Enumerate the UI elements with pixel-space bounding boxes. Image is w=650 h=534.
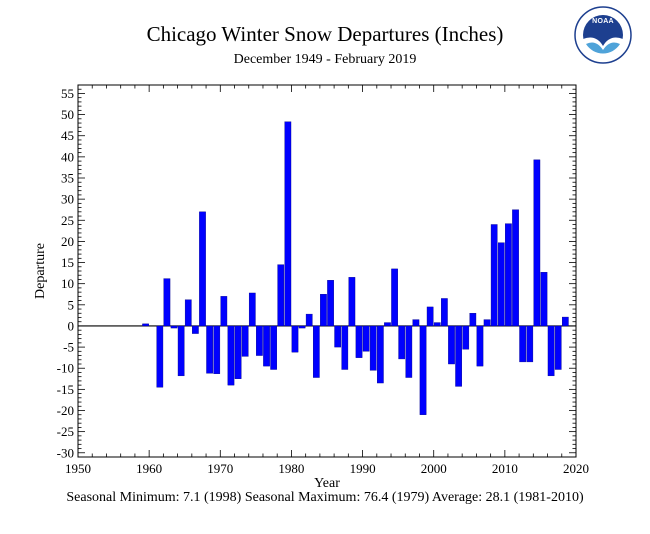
bar	[341, 325, 349, 370]
bar	[220, 296, 228, 327]
bar	[455, 325, 462, 387]
bar	[554, 325, 562, 370]
bar	[398, 325, 406, 360]
bar	[497, 242, 505, 327]
bar	[270, 325, 277, 370]
bar	[277, 264, 285, 327]
bar	[391, 268, 398, 327]
bar	[206, 325, 213, 374]
bar	[184, 299, 192, 327]
bar	[512, 209, 519, 327]
y-tick-label: -15	[57, 382, 74, 397]
bar	[298, 325, 306, 329]
x-tick-label: 2000	[421, 461, 447, 476]
bar	[476, 325, 484, 367]
y-tick-label: 25	[61, 213, 74, 228]
bar	[291, 325, 299, 353]
x-tick-label: 1980	[278, 461, 304, 476]
x-tick-label: 2020	[563, 461, 589, 476]
chart-title: Chicago Winter Snow Departures (Inches)	[146, 22, 504, 46]
bar	[284, 121, 292, 327]
y-tick-label: 0	[68, 318, 75, 333]
bar	[256, 325, 263, 356]
bar	[419, 325, 427, 415]
y-axis-label: Departure	[33, 243, 48, 299]
x-tick-label: 1950	[65, 461, 91, 476]
bar	[142, 323, 149, 327]
bar	[248, 292, 256, 327]
y-tick-label: -5	[63, 340, 74, 355]
y-tick-label: 15	[61, 255, 74, 270]
bar	[156, 325, 164, 388]
bar	[170, 325, 178, 329]
bar	[547, 325, 555, 377]
bar	[483, 319, 491, 327]
y-tick-label: 35	[61, 171, 74, 186]
bar	[462, 325, 470, 350]
y-tick-label: 50	[61, 107, 74, 122]
bar	[384, 322, 391, 327]
bar	[448, 325, 455, 365]
x-tick-label: 2010	[492, 461, 518, 476]
bar	[490, 224, 498, 327]
y-tick-label: -20	[57, 403, 74, 418]
x-tick-label: 1970	[207, 461, 233, 476]
bar	[561, 316, 569, 327]
bar	[227, 325, 235, 386]
y-tick-label: 45	[61, 128, 74, 143]
bar	[519, 325, 526, 363]
y-tick-label: -30	[57, 445, 74, 460]
y-tick-label: 20	[61, 234, 74, 249]
bar	[355, 325, 363, 358]
y-tick-label: 55	[61, 86, 74, 101]
bar	[348, 277, 356, 327]
bar	[405, 325, 413, 378]
y-tick-label: 10	[61, 276, 74, 291]
y-tick-label: 30	[61, 192, 74, 207]
bar	[533, 159, 541, 327]
bar	[234, 325, 242, 379]
x-tick-label: 1990	[350, 461, 376, 476]
bar	[334, 325, 342, 348]
chart-subtitle: December 1949 - February 2019	[233, 52, 417, 67]
y-tick-label: -10	[57, 361, 74, 376]
bar	[241, 325, 249, 357]
bar	[213, 325, 221, 374]
bar	[377, 325, 384, 384]
noaa-logo-text: NOAA	[592, 18, 614, 25]
bar	[163, 278, 171, 327]
noaa-logo-graphic	[574, 6, 632, 64]
bar	[320, 294, 327, 327]
bar	[526, 325, 534, 363]
bar	[426, 306, 434, 327]
bar	[369, 325, 377, 371]
bar	[412, 319, 420, 327]
y-tick-label: 40	[61, 149, 74, 164]
bar	[199, 211, 206, 327]
bar	[505, 223, 512, 327]
bar	[469, 313, 477, 327]
bar	[305, 313, 313, 327]
y-tick-label: -25	[57, 424, 74, 439]
chart-footer: Seasonal Minimum: 7.1 (1998) Seasonal Ma…	[66, 490, 584, 505]
y-tick-label: 5	[68, 297, 75, 312]
bar	[177, 325, 185, 377]
bar	[327, 280, 334, 327]
bar	[362, 325, 370, 352]
bar	[540, 272, 548, 327]
x-axis-label: Year	[314, 476, 340, 491]
bar	[433, 322, 441, 327]
bar	[441, 298, 448, 327]
bar	[192, 325, 199, 334]
bar	[263, 325, 270, 367]
noaa-logo: NOAA	[574, 6, 632, 64]
bar	[312, 325, 320, 378]
x-tick-label: 1960	[136, 461, 162, 476]
